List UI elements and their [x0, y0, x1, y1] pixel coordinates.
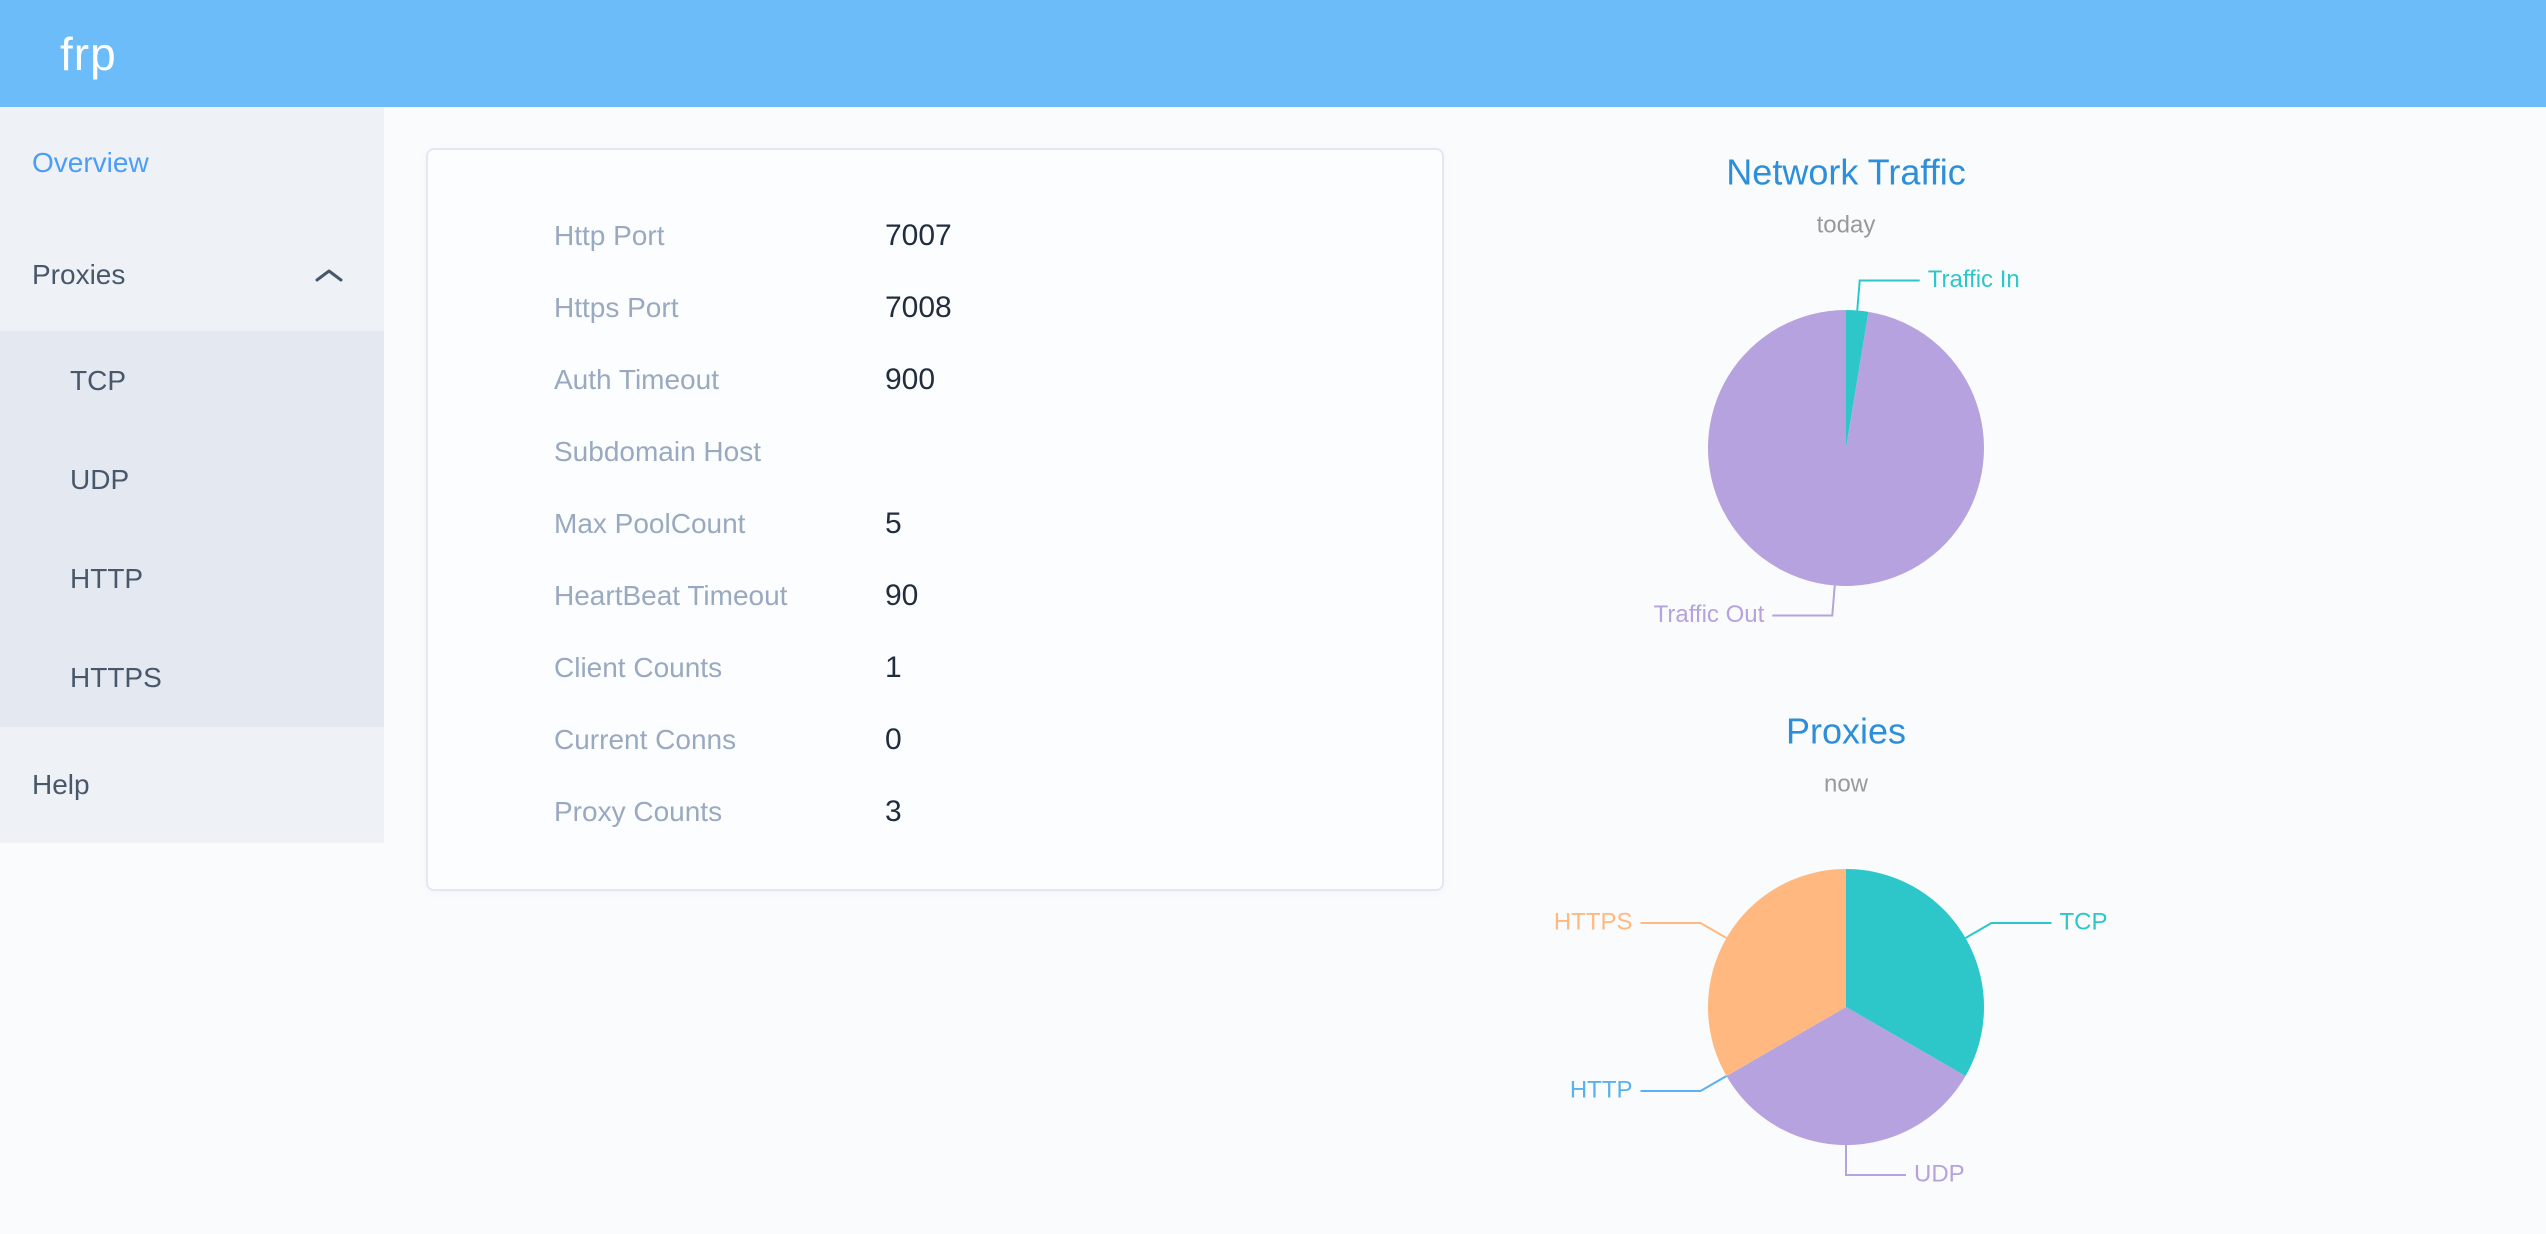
sidebar-item-label: TCP [70, 364, 126, 396]
proxies-pie-chart: Proxies now TCP UDP HTTP HTTPS [1554, 711, 2108, 1188]
info-value: 90 [885, 579, 919, 612]
pie-label-http: HTTP [1570, 1076, 1633, 1103]
sidebar-item-label: Help [32, 768, 90, 800]
info-label: Client Counts [554, 652, 723, 683]
info-label: Subdomain Host [554, 436, 762, 467]
table-row: Current Conns 0 [428, 704, 1442, 776]
table-row: Auth Timeout 900 [428, 344, 1442, 416]
sidebar-item-label: HTTP [70, 562, 144, 594]
pie-label-line-tcp [1965, 922, 2052, 939]
pie-label-traffic-out: Traffic Out [1654, 601, 1765, 628]
pie-label-line-traffic-out [1772, 585, 1836, 617]
table-row: Max PoolCount 5 [428, 488, 1442, 560]
sidebar-item-label: Proxies [32, 259, 126, 290]
sidebar-item-proxies[interactable]: Proxies [0, 219, 384, 331]
info-label: Http Port [554, 220, 665, 251]
info-label: Max PoolCount [554, 508, 746, 539]
chart-subtitle: now [1824, 770, 1869, 797]
info-value: 900 [885, 363, 936, 396]
info-value: 7007 [885, 219, 952, 252]
app-header: frp [0, 0, 2546, 107]
pie-label-udp: UDP [1914, 1160, 1965, 1187]
pie-slice-udp[interactable] [1726, 1007, 1966, 1145]
sidebar-item-https[interactable]: HTTPS [0, 628, 384, 727]
chart-title: Network Traffic [1726, 152, 1965, 193]
table-row: Subdomain Host [428, 416, 1442, 488]
sidebar-submenu-proxies: TCP UDP HTTP HTTPS [0, 331, 384, 727]
pie-slice-traffic-in[interactable] [1846, 310, 1869, 448]
pie-label-line-traffic-in [1856, 279, 1920, 311]
info-value: 5 [885, 507, 902, 540]
sidebar-item-help[interactable]: Help [0, 727, 384, 842]
table-row: Proxy Counts 3 [428, 776, 1442, 848]
app-logo: frp [60, 27, 117, 80]
info-label: Current Conns [554, 724, 737, 755]
info-value: 7008 [885, 291, 952, 324]
chart-subtitle: today [1817, 211, 1876, 238]
sidebar-item-http[interactable]: HTTP [0, 529, 384, 628]
sidebar-item-udp[interactable]: UDP [0, 430, 384, 529]
pie-label-tcp: TCP [2059, 908, 2107, 935]
pie-label-line-https [1640, 922, 1727, 939]
network-traffic-pie-chart: Network Traffic today Traffic In Traffic Ou… [1654, 152, 2020, 628]
info-value: 0 [885, 723, 902, 756]
sidebar-item-label: HTTPS [70, 661, 162, 693]
info-label: Auth Timeout [554, 364, 719, 395]
info-label: Proxy Counts [554, 796, 723, 827]
pie-label-traffic-in: Traffic In [1928, 266, 2020, 293]
pie-slice-traffic-out[interactable] [1708, 310, 1984, 586]
info-value: 3 [885, 795, 902, 828]
pie-slice-https[interactable] [1708, 869, 1846, 1076]
pie-label-line-http [1640, 1075, 1727, 1092]
info-label: Https Port [554, 292, 679, 323]
pie-label-https: HTTPS [1554, 908, 1633, 935]
table-row: Client Counts 1 [428, 632, 1442, 704]
table-row: HeartBeat Timeout 90 [428, 560, 1442, 632]
chart-title: Proxies [1786, 711, 1906, 752]
chevron-up-icon [315, 269, 343, 281]
table-row: Http Port 7007 [428, 200, 1442, 272]
info-label: HeartBeat Timeout [554, 580, 788, 611]
table-row: Https Port 7008 [428, 272, 1442, 344]
pie-label-line-udp [1845, 1145, 1906, 1176]
sidebar: Overview Proxies TCP UDP HTTP HTTPS Help [0, 107, 384, 843]
server-info-rows: Http Port 7007 Https Port 7008 Auth Timeout 9… [428, 150, 1442, 848]
sidebar-item-overview[interactable]: Overview [0, 107, 384, 219]
sidebar-item-label: Overview [32, 147, 149, 178]
info-value: 1 [885, 651, 902, 684]
sidebar-item-tcp[interactable]: TCP [0, 331, 384, 430]
server-info-card: Http Port 7007 Https Port 7008 Auth Timeout 9… [426, 148, 1444, 891]
pie-slice-tcp[interactable] [1846, 869, 1984, 1076]
sidebar-item-label: UDP [70, 463, 130, 495]
